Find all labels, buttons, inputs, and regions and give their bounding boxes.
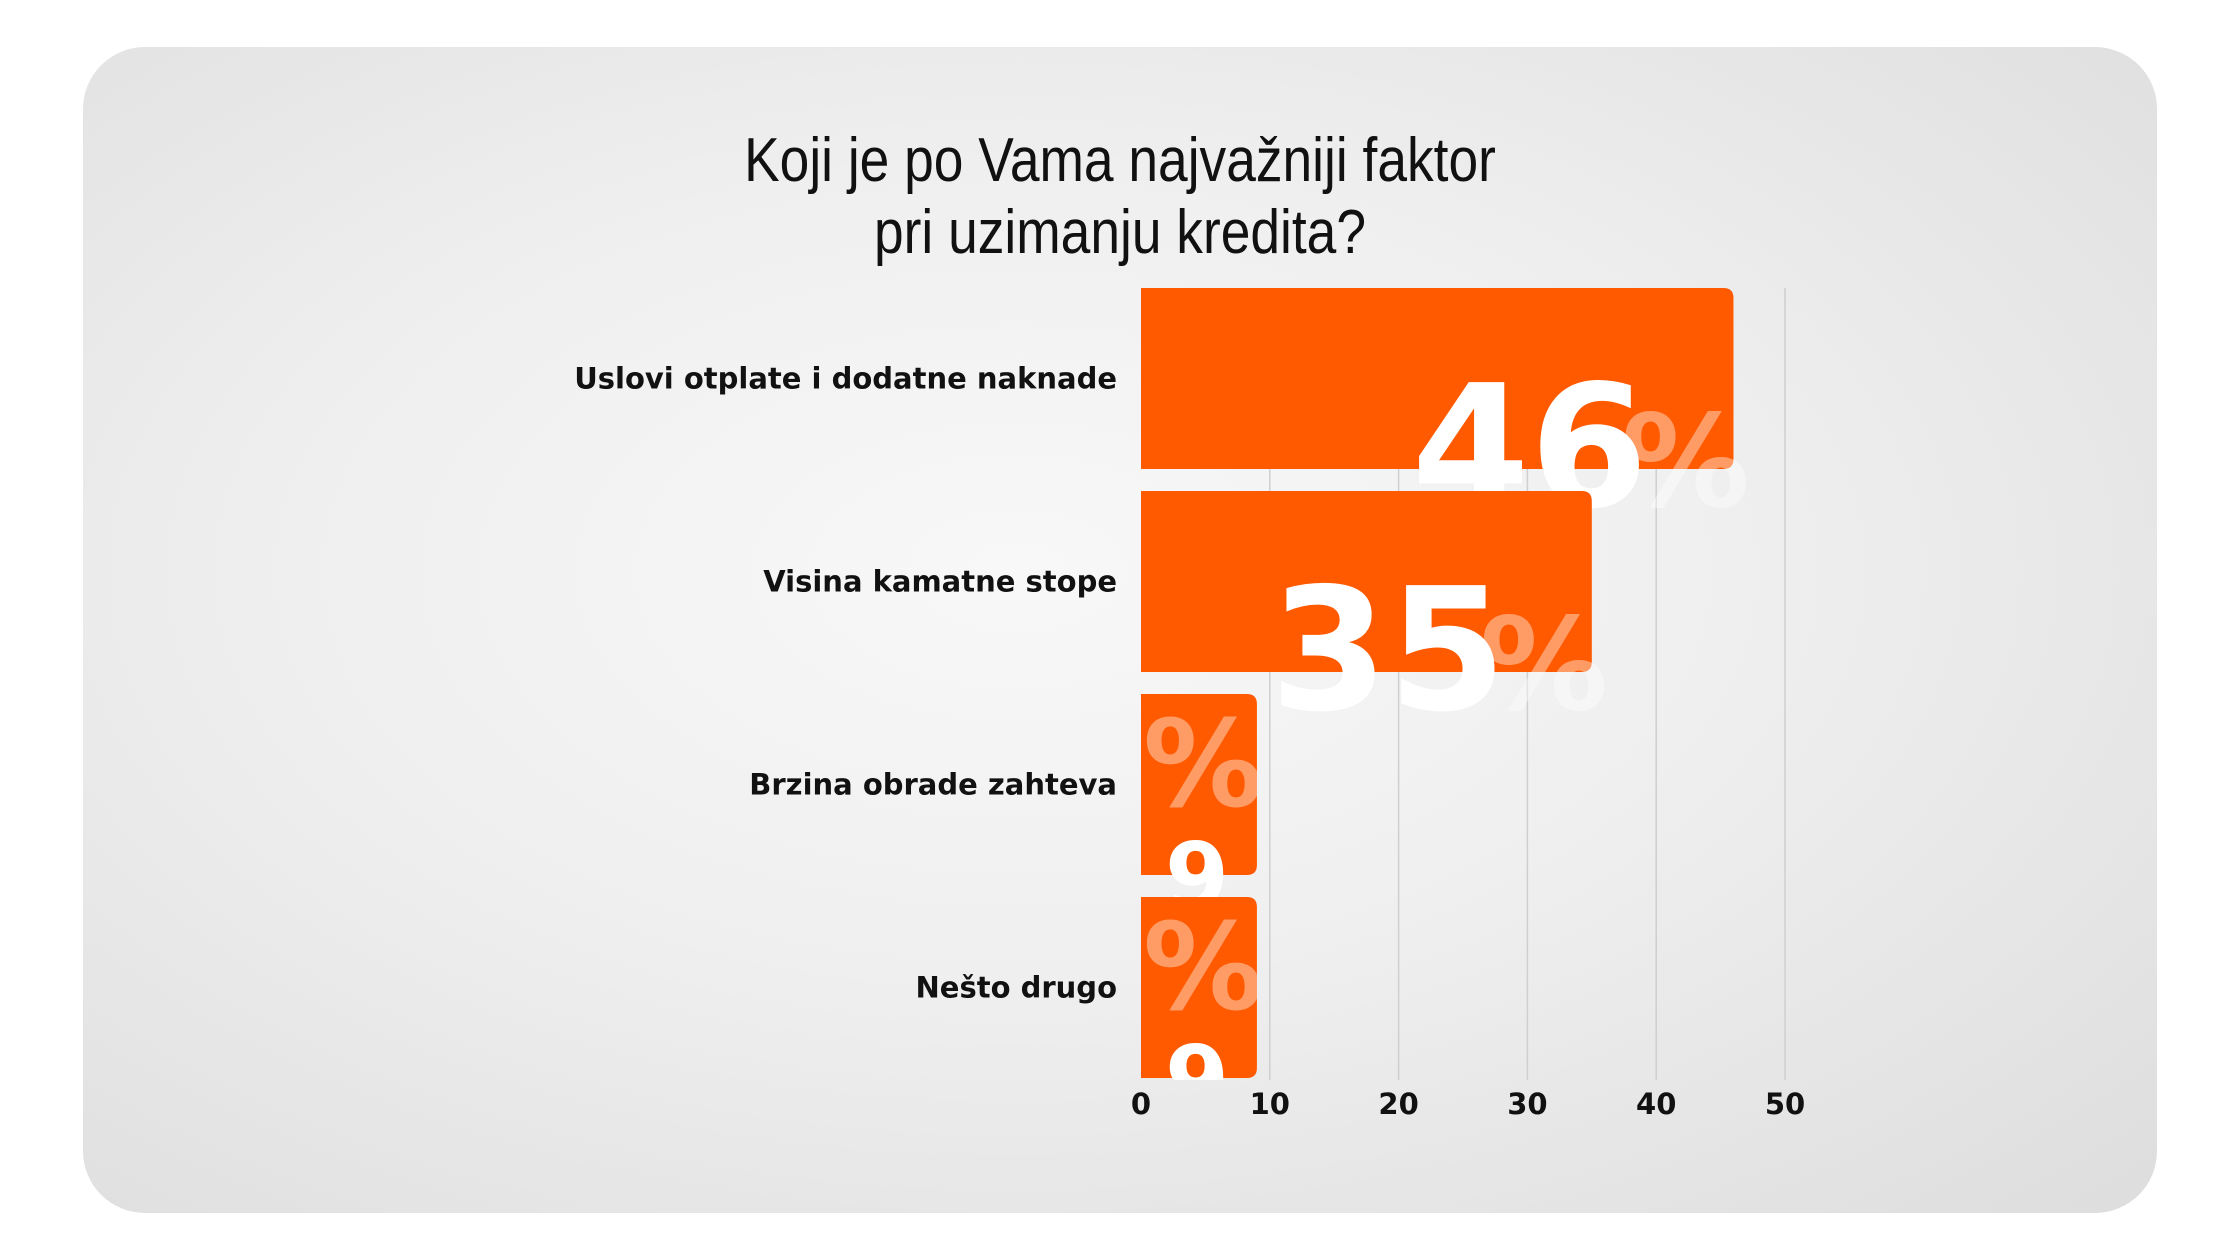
bar-percent-sign: % [1480,591,1608,740]
bar-chart: 46%35%%9%9 Uslovi otplate i dodatne nakn… [574,288,1805,1133]
bar-value-label: 9 [1165,1026,1229,1133]
bar-value-label: 35 [1270,552,1507,750]
category-label: Visina kamatne stope [763,565,1117,599]
category-label: Brzina obrade zahteva [749,768,1117,802]
bar [1141,288,1734,469]
bar-percent-sign: % [1143,696,1263,835]
x-tick-label: 20 [1378,1087,1418,1121]
bar-group: %9 [1141,897,1263,1133]
bar-group: %9 [1141,694,1263,930]
bar [1141,897,1257,1078]
chart-title-line-2: pri uzimanju kredita? [874,198,1366,267]
category-label: Nešto drugo [916,971,1117,1005]
x-tick-label: 30 [1507,1087,1547,1121]
bar-percent-sign: % [1143,899,1263,1038]
x-tick-label: 10 [1250,1087,1290,1121]
x-tick-label: 0 [1131,1087,1151,1121]
x-tick-label: 40 [1636,1087,1676,1121]
category-label: Uslovi otplate i dodatne naknade [574,362,1117,396]
x-tick-label: 50 [1765,1087,1805,1121]
chart-title: Koji je po Vama najvažniji faktor pri uz… [228,125,2012,269]
bars: 46%35%%9%9 [1141,288,1750,1133]
category-labels: Uslovi otplate i dodatne naknade Visina k… [574,362,1117,1005]
bar [1141,491,1592,672]
bar-percent-sign: % [1621,388,1749,537]
chart-title-line-1: Koji je po Vama najvažniji faktor [744,126,1496,195]
x-axis-ticks: 0 10 20 30 40 50 [1131,1087,1805,1121]
bar [1141,694,1257,875]
chart-card: Koji je po Vama najvažniji faktor pri uz… [83,47,2157,1213]
bar-group: 35% [1141,491,1608,750]
